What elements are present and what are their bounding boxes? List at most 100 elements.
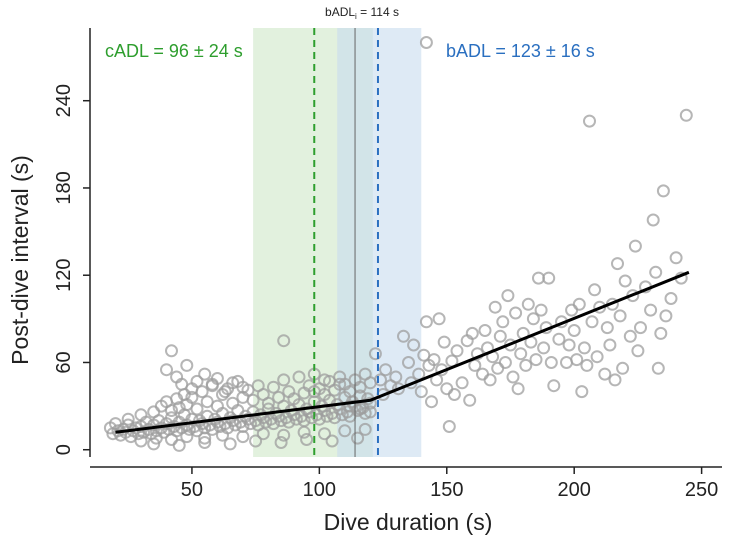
- data-point: [567, 324, 581, 337]
- data-point: [498, 356, 512, 369]
- data-point: [493, 329, 507, 343]
- data-point: [160, 363, 173, 377]
- data-point: [491, 361, 505, 375]
- data-point: [427, 353, 441, 367]
- y-tick-label: 240: [53, 84, 75, 117]
- data-point: [402, 356, 415, 369]
- badl-annotation: bADL = 123 ± 16 s: [446, 41, 595, 61]
- data-point: [249, 434, 263, 448]
- data-point: [292, 370, 306, 384]
- data-point: [521, 297, 535, 311]
- band-badl: [337, 28, 422, 457]
- data-point: [618, 274, 632, 288]
- data-point: [651, 361, 665, 375]
- y-axis-title: Post-dive interval (s): [7, 155, 33, 365]
- data-point: [552, 332, 566, 346]
- cadl-annotation: cADL = 96 ± 24 s: [105, 41, 243, 61]
- data-point: [623, 329, 637, 343]
- data-point: [654, 326, 668, 340]
- data-point: [628, 239, 642, 253]
- data-point: [465, 326, 479, 340]
- data-point: [616, 361, 630, 375]
- data-point: [679, 108, 693, 122]
- data-point: [570, 353, 584, 367]
- data-point: [358, 422, 372, 436]
- data-point: [496, 315, 510, 329]
- data-point: [646, 213, 660, 227]
- data-point: [509, 306, 523, 320]
- data-point: [526, 312, 540, 326]
- data-point: [419, 315, 433, 329]
- data-point: [363, 405, 377, 419]
- data-point: [147, 405, 161, 419]
- x-tick-label: 100: [303, 479, 336, 501]
- data-point: [256, 427, 270, 441]
- data-point: [272, 390, 286, 404]
- x-tick-label: 200: [558, 479, 591, 501]
- data-point: [544, 356, 558, 369]
- data-point: [338, 424, 352, 438]
- data-point: [210, 399, 224, 413]
- data-point: [537, 341, 551, 355]
- data-point: [223, 437, 237, 451]
- data-point: [218, 385, 232, 399]
- shaded-bands: [253, 28, 422, 457]
- data-point: [277, 428, 291, 442]
- data-point: [463, 393, 477, 407]
- data-point: [577, 341, 591, 355]
- data-point: [407, 338, 421, 352]
- data-point: [598, 367, 612, 381]
- data-point: [363, 396, 377, 410]
- data-point: [425, 395, 438, 409]
- data-point: [287, 392, 301, 406]
- data-point: [442, 420, 456, 433]
- data-point: [575, 385, 589, 399]
- data-point: [455, 376, 469, 390]
- data-point: [669, 251, 683, 265]
- data-point: [590, 350, 604, 364]
- data-point: [374, 373, 387, 387]
- data-point: [437, 335, 451, 349]
- data-point: [165, 433, 178, 446]
- data-point: [519, 358, 533, 372]
- data-point: [198, 367, 212, 381]
- data-point: [583, 114, 596, 128]
- data-point: [351, 431, 365, 445]
- y-tick-label: 120: [53, 259, 75, 292]
- data-point: [226, 396, 240, 410]
- data-point: [261, 396, 275, 410]
- data-point: [529, 353, 543, 367]
- fit-line: [115, 270, 690, 434]
- data-point: [613, 309, 627, 323]
- data-point: [580, 358, 594, 372]
- y-tick-label: 60: [53, 351, 75, 373]
- data-point: [608, 373, 622, 387]
- data-point: [180, 358, 194, 372]
- data-point: [274, 436, 288, 449]
- data-point: [190, 374, 204, 388]
- data-point: [419, 36, 433, 49]
- data-point: [172, 438, 186, 452]
- data-point: [185, 390, 199, 404]
- x-tick-label: 50: [181, 479, 203, 501]
- data-point: [450, 344, 464, 358]
- data-point: [611, 257, 624, 271]
- data-point: [325, 434, 339, 448]
- data-point: [134, 408, 148, 422]
- data-point: [165, 344, 178, 358]
- x-axis-title: Dive duration (s): [324, 509, 493, 535]
- badli-annotation: bADLi = 114 s: [325, 5, 399, 21]
- data-point: [389, 370, 403, 384]
- data-point: [397, 329, 410, 343]
- data-point: [644, 303, 658, 317]
- fit-line-group: [115, 270, 690, 434]
- data-point: [447, 388, 461, 401]
- data-point: [307, 385, 321, 399]
- data-point: [267, 380, 280, 394]
- data-point: [277, 334, 291, 348]
- data-point: [483, 373, 497, 387]
- data-point: [236, 430, 250, 444]
- data-point: [432, 312, 446, 326]
- data-point: [216, 428, 229, 442]
